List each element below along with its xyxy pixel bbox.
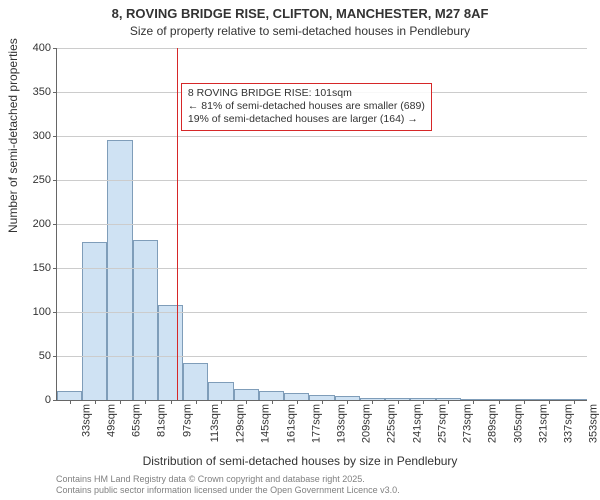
xtick-label: 145sqm [260,404,272,443]
ytick-mark [53,92,57,93]
chart-title-line1: 8, ROVING BRIDGE RISE, CLIFTON, MANCHEST… [0,6,600,21]
histogram-bar [82,242,107,400]
gridline-h [57,180,587,181]
histogram-bar [208,382,233,400]
histogram-bar [234,389,259,400]
xtick-label: 193sqm [336,404,348,443]
xtick-mark [221,400,222,404]
histogram-bar [57,391,82,400]
xtick-label: 225sqm [386,404,398,443]
ytick-mark [53,224,57,225]
xtick-mark [196,400,197,404]
xtick-label: 81sqm [156,404,168,437]
gridline-h [57,48,587,49]
chart-title-line2: Size of property relative to semi-detach… [0,24,600,38]
histogram-bar [133,240,158,400]
footer-line2: Contains public sector information licen… [56,485,400,496]
xtick-mark [398,400,399,404]
histogram-bar [107,140,132,400]
ytick-label: 350 [33,86,51,98]
histogram-bar [183,363,208,400]
xtick-label: 289sqm [487,404,499,443]
ytick-label: 150 [33,262,51,274]
xtick-label: 33sqm [80,404,92,437]
xtick-label: 321sqm [537,404,549,443]
gridline-h [57,224,587,225]
xtick-mark [297,400,298,404]
ytick-label: 100 [33,306,51,318]
gridline-h [57,312,587,313]
xtick-mark [120,400,121,404]
annotation-line: 19% of semi-detached houses are larger (… [188,113,425,126]
annotation-line: ← 81% of semi-detached houses are smalle… [188,100,425,113]
footer-line1: Contains HM Land Registry data © Crown c… [56,474,400,485]
xtick-mark [171,400,172,404]
ytick-mark [53,356,57,357]
xtick-mark [574,400,575,404]
ytick-label: 0 [45,394,51,406]
gridline-h [57,356,587,357]
ytick-mark [53,48,57,49]
xtick-mark [272,400,273,404]
xtick-mark [473,400,474,404]
ytick-mark [53,136,57,137]
xtick-mark [347,400,348,404]
xtick-label: 129sqm [235,404,247,443]
xtick-label: 209sqm [361,404,373,443]
xtick-label: 49sqm [105,404,117,437]
property-marker-line [177,48,178,400]
chart-footer: Contains HM Land Registry data © Crown c… [56,474,400,496]
ytick-mark [53,400,57,401]
histogram-bar [259,391,284,400]
ytick-label: 50 [39,350,51,362]
xtick-label: 353sqm [588,404,600,443]
ytick-label: 400 [33,42,51,54]
histogram-bar [158,305,183,400]
histogram-bar [284,393,309,400]
xtick-label: 65sqm [131,404,143,437]
xtick-label: 97sqm [181,404,193,437]
ytick-mark [53,180,57,181]
gridline-h [57,136,587,137]
xtick-label: 113sqm [209,404,221,442]
xtick-label: 241sqm [411,404,423,443]
ytick-label: 200 [33,218,51,230]
annotation-box: 8 ROVING BRIDGE RISE: 101sqm← 81% of sem… [181,83,432,130]
xtick-mark [70,400,71,404]
xtick-mark [524,400,525,404]
ytick-label: 250 [33,174,51,186]
y-axis-label: Number of semi-detached properties [6,38,20,233]
ytick-mark [53,312,57,313]
xtick-label: 177sqm [310,404,322,443]
xtick-label: 305sqm [512,404,524,443]
xtick-mark [95,400,96,404]
xtick-mark [448,400,449,404]
xtick-label: 273sqm [462,404,474,443]
chart-container: 8, ROVING BRIDGE RISE, CLIFTON, MANCHEST… [0,0,600,500]
xtick-label: 337sqm [563,404,575,443]
ytick-mark [53,268,57,269]
xtick-mark [549,400,550,404]
plot-area: 05010015020025030035040033sqm49sqm65sqm8… [56,48,587,401]
gridline-h [57,268,587,269]
xtick-mark [246,400,247,404]
xtick-mark [372,400,373,404]
xtick-mark [322,400,323,404]
xtick-mark [499,400,500,404]
xtick-label: 257sqm [437,404,449,443]
ytick-label: 300 [33,130,51,142]
annotation-line: 8 ROVING BRIDGE RISE: 101sqm [188,87,425,100]
xtick-label: 161sqm [285,404,297,443]
x-axis-label: Distribution of semi-detached houses by … [0,454,600,468]
xtick-mark [423,400,424,404]
xtick-mark [145,400,146,404]
